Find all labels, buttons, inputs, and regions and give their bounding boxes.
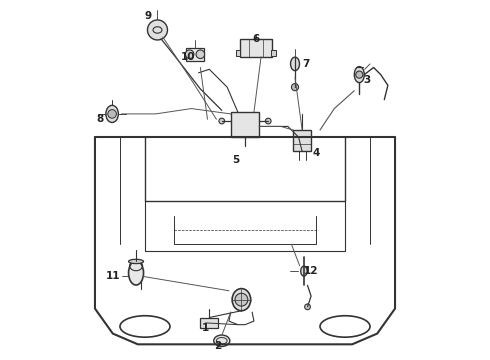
Text: 2: 2 xyxy=(215,341,222,351)
Circle shape xyxy=(219,118,224,124)
Bar xyxy=(240,39,272,57)
Bar xyxy=(236,50,241,56)
Text: 12: 12 xyxy=(304,266,318,276)
Ellipse shape xyxy=(128,259,144,264)
Circle shape xyxy=(292,84,298,91)
Bar xyxy=(271,50,276,56)
Text: 11: 11 xyxy=(105,271,120,282)
Circle shape xyxy=(356,71,363,78)
Circle shape xyxy=(108,110,117,118)
Text: 3: 3 xyxy=(363,75,370,85)
Ellipse shape xyxy=(128,261,144,285)
Bar xyxy=(293,130,311,152)
Text: 5: 5 xyxy=(232,156,240,165)
Ellipse shape xyxy=(291,57,299,71)
Ellipse shape xyxy=(232,289,251,311)
Bar xyxy=(200,318,218,328)
Text: 9: 9 xyxy=(145,11,152,21)
Circle shape xyxy=(305,304,310,310)
Circle shape xyxy=(266,118,271,124)
Text: 4: 4 xyxy=(313,148,320,158)
Text: 7: 7 xyxy=(302,59,309,69)
Ellipse shape xyxy=(214,335,230,346)
Text: 1: 1 xyxy=(202,323,209,333)
Ellipse shape xyxy=(106,105,119,122)
Text: 10: 10 xyxy=(181,52,195,62)
Ellipse shape xyxy=(354,67,364,83)
Text: 6: 6 xyxy=(252,34,259,44)
Bar xyxy=(231,112,259,137)
Text: 8: 8 xyxy=(97,114,104,124)
Circle shape xyxy=(196,50,205,59)
Circle shape xyxy=(147,20,168,40)
Ellipse shape xyxy=(301,266,307,276)
Circle shape xyxy=(185,50,194,59)
Bar xyxy=(186,48,204,61)
Circle shape xyxy=(235,293,248,306)
